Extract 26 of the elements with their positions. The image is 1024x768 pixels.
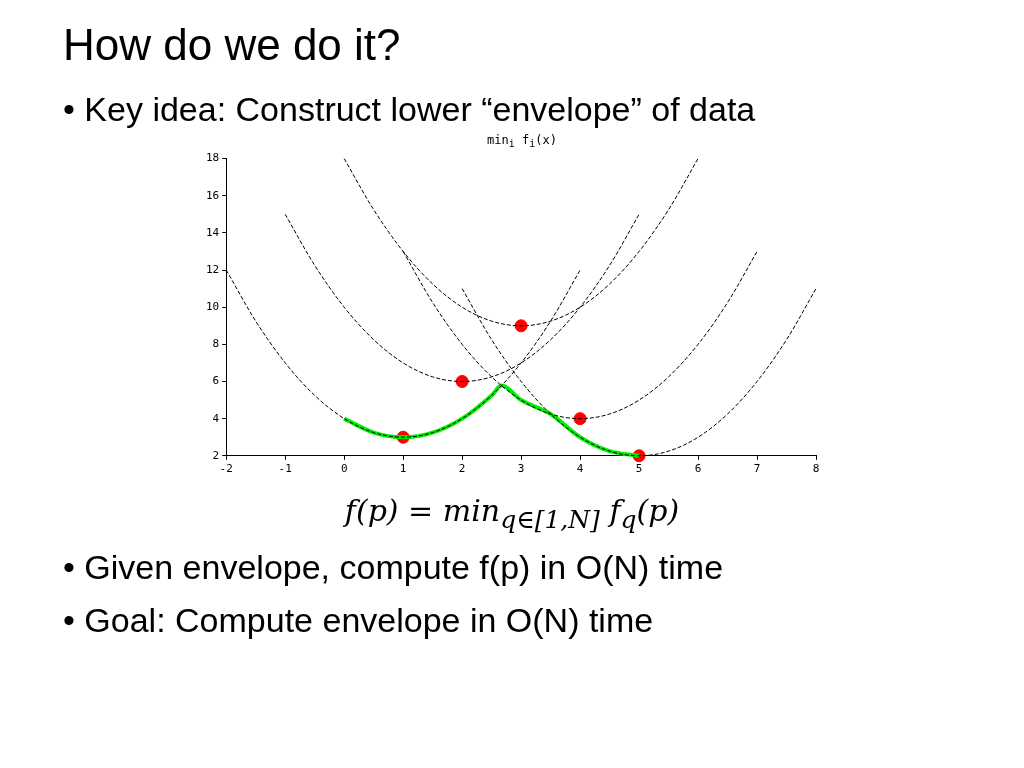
y-tick-label: 8 — [212, 337, 220, 351]
x-tick-label: 2 — [458, 462, 466, 476]
chart-subtitle: min$_{i}$ f$_{i}$(x) — [486, 133, 558, 150]
text: • Given envelope, compute f(p) in O(N) time — [63, 548, 725, 588]
y-tick-label: 18 — [206, 151, 220, 165]
x-tick-label: 0 — [340, 462, 348, 476]
y-tick-label: 4 — [212, 411, 220, 425]
x-tick-label: 8 — [812, 462, 820, 476]
x-tick-label: 3 — [517, 462, 525, 476]
x-tick-label: -1 — [278, 462, 292, 476]
chart-title: How do we do it? — [63, 20, 402, 70]
text: • Key idea: Construct lower “envelope” of data — [63, 90, 757, 129]
text: • Goal: Compute envelope in O(N) time — [63, 601, 655, 641]
y-tick-label: 14 — [206, 226, 220, 240]
x-tick-label: 5 — [635, 462, 643, 476]
y-tick-label: 16 — [206, 189, 220, 202]
x-tick-label: 7 — [753, 462, 761, 476]
x-tick-label: 4 — [576, 462, 584, 476]
y-tick-label: 6 — [212, 374, 220, 388]
text: f(p) = min$_{q∈[1,N]}$ f$_{q}$(p) — [342, 493, 681, 535]
y-tick-label: 2 — [212, 449, 220, 463]
y-tick-label: 12 — [206, 263, 220, 277]
y-tick-label: 10 — [206, 300, 220, 314]
x-tick-label: 1 — [399, 462, 407, 476]
x-tick-label: -2 — [219, 462, 233, 476]
x-tick-label: 6 — [694, 462, 702, 476]
